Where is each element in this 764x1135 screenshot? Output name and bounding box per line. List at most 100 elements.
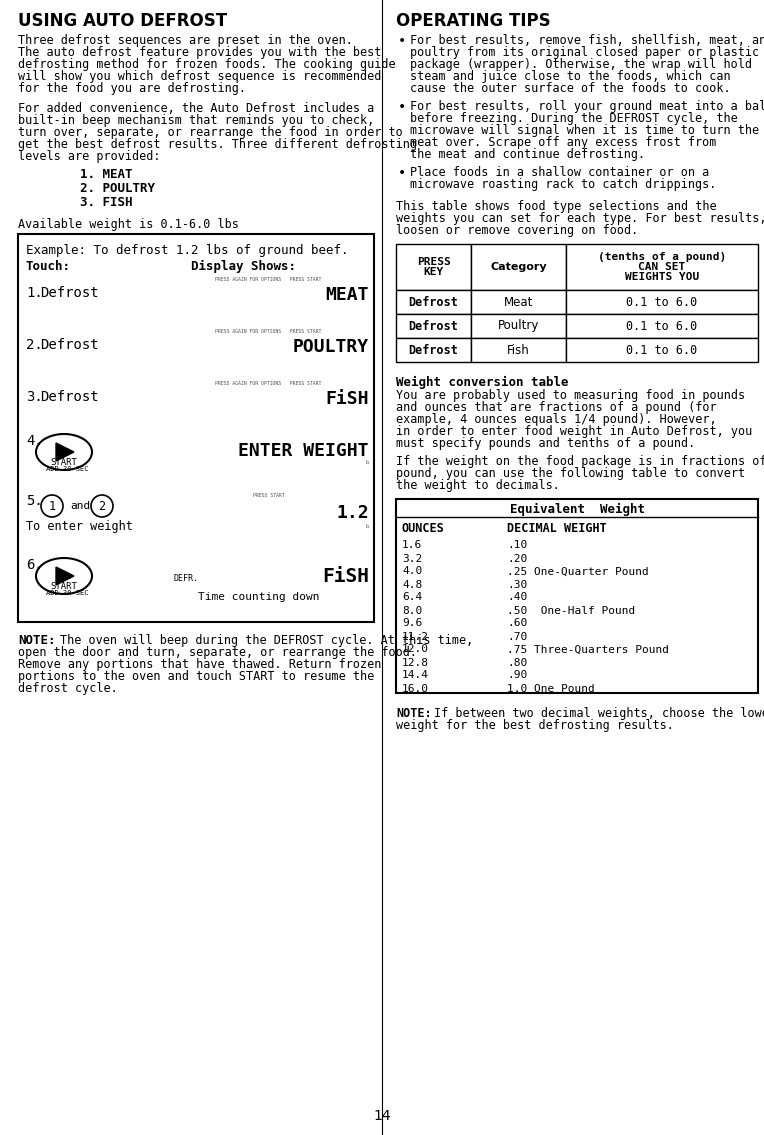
Text: OPERATING TIPS: OPERATING TIPS <box>396 12 551 30</box>
Text: 16.0: 16.0 <box>402 683 429 693</box>
Bar <box>471 338 566 362</box>
Text: 4.: 4. <box>26 434 43 448</box>
Text: .20: .20 <box>507 554 527 563</box>
Text: •: • <box>398 34 406 48</box>
Circle shape <box>91 495 113 518</box>
Text: 12.8: 12.8 <box>402 657 429 667</box>
Text: must specify pounds and tenths of a pound.: must specify pounds and tenths of a poun… <box>396 437 695 449</box>
Text: 6.4: 6.4 <box>402 592 422 603</box>
Bar <box>566 314 758 338</box>
Text: pound, you can use the following table to convert: pound, you can use the following table t… <box>396 466 745 480</box>
Bar <box>566 291 758 314</box>
Text: for the food you are defrosting.: for the food you are defrosting. <box>18 82 246 95</box>
Text: package (wrapper). Otherwise, the wrap will hold: package (wrapper). Otherwise, the wrap w… <box>410 58 752 72</box>
Text: The oven will beep during the DEFROST cycle. At this time,: The oven will beep during the DEFROST cy… <box>60 634 473 647</box>
Text: ADD 30 SEC: ADD 30 SEC <box>46 590 89 596</box>
Text: and ounces that are fractions of a pound (for: and ounces that are fractions of a pound… <box>396 401 717 414</box>
Text: .50  One-Half Pound: .50 One-Half Pound <box>507 605 635 615</box>
Text: 5.: 5. <box>26 494 43 508</box>
Text: 2: 2 <box>99 499 105 513</box>
Text: Defrost: Defrost <box>40 338 99 352</box>
Text: .60: .60 <box>507 619 527 629</box>
Text: Remove any portions that have thawed. Return frozen: Remove any portions that have thawed. Re… <box>18 658 381 671</box>
Text: (tenths of a pound): (tenths of a pound) <box>598 252 726 262</box>
Text: cause the outer surface of the foods to cook.: cause the outer surface of the foods to … <box>410 82 730 95</box>
Text: If between two decimal weights, choose the lower: If between two decimal weights, choose t… <box>434 707 764 720</box>
Text: For added convenience, the Auto Defrost includes a: For added convenience, the Auto Defrost … <box>18 102 374 115</box>
Bar <box>471 244 566 291</box>
Text: 4.0: 4.0 <box>402 566 422 577</box>
Text: defrosting method for frozen foods. The cooking guide: defrosting method for frozen foods. The … <box>18 58 396 72</box>
Ellipse shape <box>36 558 92 594</box>
Text: 0.1 to 6.0: 0.1 to 6.0 <box>626 319 698 333</box>
Text: .80: .80 <box>507 657 527 667</box>
Bar <box>566 244 758 291</box>
Text: Touch:: Touch: <box>26 260 71 274</box>
Text: PRESS: PRESS <box>416 257 450 267</box>
Text: 0.1 to 6.0: 0.1 to 6.0 <box>626 295 698 309</box>
Text: 6.: 6. <box>26 558 43 572</box>
Bar <box>396 291 471 314</box>
Text: Meat: Meat <box>503 295 533 309</box>
Text: 4.8: 4.8 <box>402 580 422 589</box>
Text: microwave will signal when it is time to turn the: microwave will signal when it is time to… <box>410 124 759 137</box>
Text: in order to enter food weight in Auto Defrost, you: in order to enter food weight in Auto De… <box>396 424 753 438</box>
Text: OUNCES: OUNCES <box>402 522 445 536</box>
Text: Poultry: Poultry <box>498 319 539 333</box>
Text: Equivalent  Weight: Equivalent Weight <box>510 503 645 515</box>
Text: CAN SET: CAN SET <box>639 262 685 272</box>
Text: poultry from its original closed paper or plastic: poultry from its original closed paper o… <box>410 47 759 59</box>
Text: NOTE:: NOTE: <box>396 707 432 720</box>
Text: Defrost: Defrost <box>40 390 99 404</box>
Text: 14.4: 14.4 <box>402 671 429 681</box>
Text: ENTER WEIGHT: ENTER WEIGHT <box>238 442 369 460</box>
Text: .40: .40 <box>507 592 527 603</box>
Text: example, 4 ounces equals 1/4 pound). However,: example, 4 ounces equals 1/4 pound). How… <box>396 413 717 426</box>
Text: PRESS AGAIN FOR OPTIONS   PRESS START: PRESS AGAIN FOR OPTIONS PRESS START <box>215 329 322 334</box>
Text: built-in beep mechanism that reminds you to check,: built-in beep mechanism that reminds you… <box>18 114 374 127</box>
Text: 2.: 2. <box>26 338 43 352</box>
Text: meat over. Scrape off any excess frost from: meat over. Scrape off any excess frost f… <box>410 136 717 149</box>
Bar <box>396 338 471 362</box>
Text: defrost cycle.: defrost cycle. <box>18 682 118 695</box>
Text: .70: .70 <box>507 631 527 641</box>
Text: ADD 30 SEC: ADD 30 SEC <box>46 466 89 472</box>
Text: FiSH: FiSH <box>325 390 369 407</box>
Text: 1.0 One Pound: 1.0 One Pound <box>507 683 594 693</box>
Text: before freezing. During the DEFROST cycle, the: before freezing. During the DEFROST cycl… <box>410 112 738 125</box>
Text: .75 Three-Quarters Pound: .75 Three-Quarters Pound <box>507 645 669 655</box>
Polygon shape <box>56 443 74 461</box>
Text: the meat and continue defrosting.: the meat and continue defrosting. <box>410 148 645 161</box>
Text: 14: 14 <box>373 1109 391 1123</box>
Text: 3.: 3. <box>26 390 43 404</box>
Text: 12.0: 12.0 <box>402 645 429 655</box>
Text: DECIMAL WEIGHT: DECIMAL WEIGHT <box>507 522 607 536</box>
Text: FiSH: FiSH <box>322 566 369 586</box>
Text: PRESS AGAIN FOR OPTIONS   PRESS START: PRESS AGAIN FOR OPTIONS PRESS START <box>215 381 322 386</box>
Text: and: and <box>70 501 90 511</box>
Text: portions to the oven and touch START to resume the: portions to the oven and touch START to … <box>18 670 374 683</box>
Text: the weight to decimals.: the weight to decimals. <box>396 479 560 491</box>
Text: 9.6: 9.6 <box>402 619 422 629</box>
Bar <box>18 234 374 622</box>
Text: turn over, separate, or rearrange the food in order to: turn over, separate, or rearrange the fo… <box>18 126 403 138</box>
Text: 8.0: 8.0 <box>402 605 422 615</box>
Text: .10: .10 <box>507 540 527 550</box>
Bar <box>566 338 758 362</box>
Text: 2. POULTRY: 2. POULTRY <box>80 182 155 195</box>
Text: PRESS AGAIN FOR OPTIONS   PRESS START: PRESS AGAIN FOR OPTIONS PRESS START <box>215 277 322 281</box>
Text: 3. FISH: 3. FISH <box>80 196 132 209</box>
Text: will show you which defrost sequence is recommended: will show you which defrost sequence is … <box>18 70 381 83</box>
Bar <box>396 314 471 338</box>
Text: 11.2: 11.2 <box>402 631 429 641</box>
Text: START: START <box>50 459 77 466</box>
Text: To enter weight: To enter weight <box>26 520 133 533</box>
Text: KEY: KEY <box>423 267 444 277</box>
Text: 3.2: 3.2 <box>402 554 422 563</box>
Bar <box>471 314 566 338</box>
Text: microwave roasting rack to catch drippings.: microwave roasting rack to catch drippin… <box>410 178 717 191</box>
Text: Defrost: Defrost <box>409 319 458 333</box>
Text: Fish: Fish <box>507 344 530 356</box>
Text: Defrost: Defrost <box>40 286 99 300</box>
Text: You are probably used to measuring food in pounds: You are probably used to measuring food … <box>396 389 745 402</box>
